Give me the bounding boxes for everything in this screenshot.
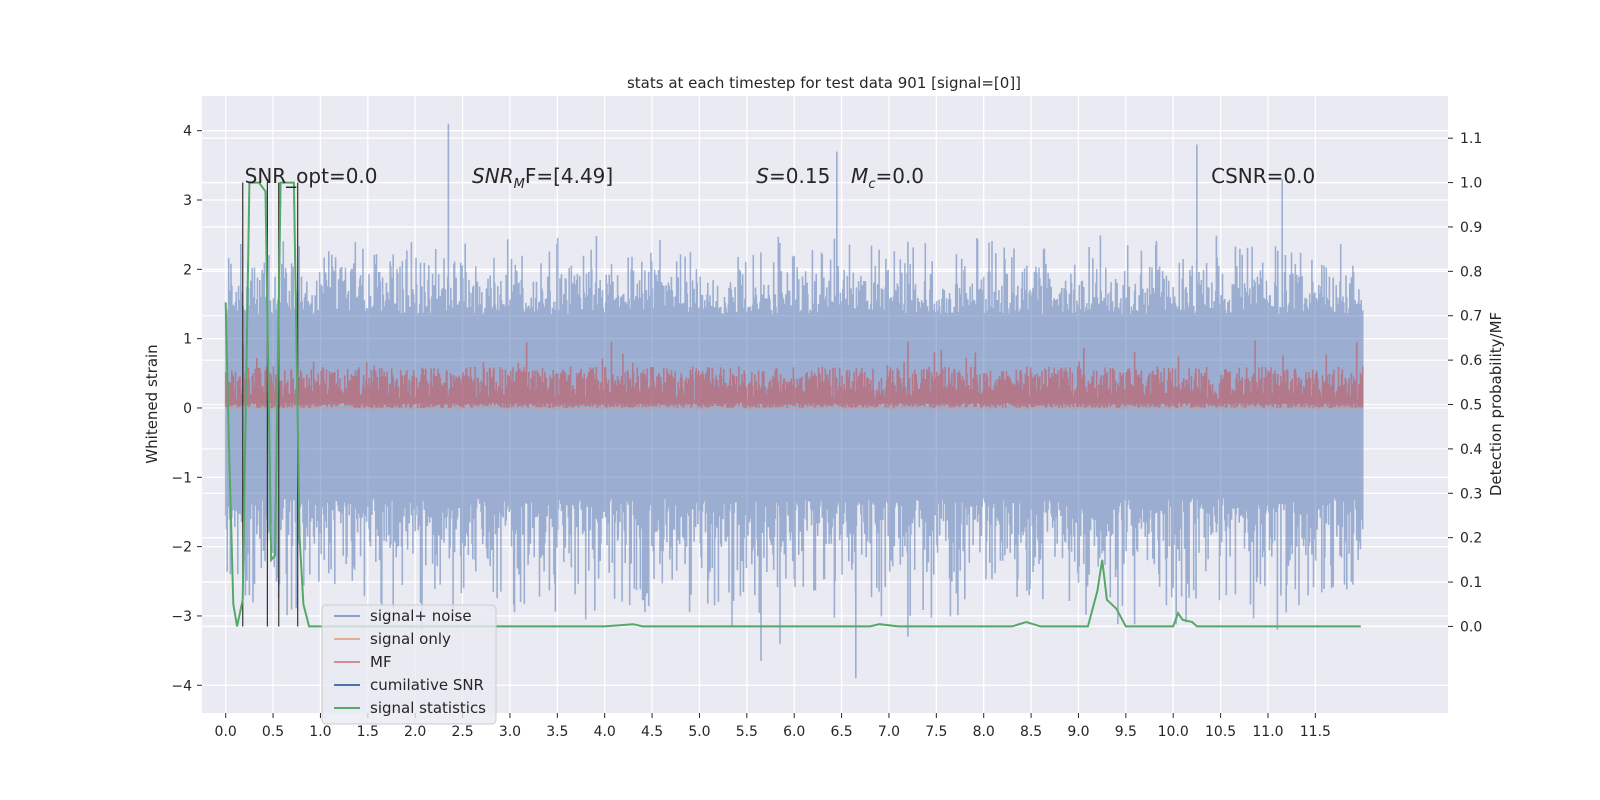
y2-tick-label: 0.1 (1460, 575, 1482, 591)
series-layer (224, 123, 1364, 679)
stat-annotation: S=0.15 (756, 164, 830, 188)
x-tick-label: 5.0 (688, 724, 710, 740)
x-tick-label: 0.0 (215, 724, 237, 740)
x-tick-label: 9.5 (1115, 724, 1137, 740)
y2-tick-label: 0.6 (1460, 353, 1482, 369)
y-tick-label: 3 (183, 193, 192, 209)
y2-tick-label: 0.9 (1460, 220, 1482, 236)
ticks: 0.0 0.5 1.0 1.5 2.0 2.5 3.0 3.5 4.0 4.5 5.0 5.5 6.0 6… (171, 124, 1482, 740)
annotations: SNR_opt=0.0 SNRMF=[4.49] S=0.15 Mc=0.0 CSNR=… (245, 164, 1316, 192)
legend-label: signal+ noise (370, 607, 472, 625)
y-tick-label: 4 (183, 124, 192, 140)
x-tick-label: 7.0 (878, 724, 900, 740)
x-tick-label: 10.0 (1158, 724, 1189, 740)
x-tick-label: 2.0 (404, 724, 426, 740)
x-tick-label: 3.0 (499, 724, 521, 740)
y2-tick-label: 0.5 (1460, 398, 1482, 414)
y2-axis-label: Detection probability/MF (1487, 312, 1505, 496)
stat-annotation: SNRMF=[4.49] (472, 164, 613, 192)
signal-statistics-line (224, 181, 1361, 628)
x-tick-label: 2.5 (451, 724, 473, 740)
x-tick-label: 4.5 (641, 724, 663, 740)
x-tick-label: 10.5 (1205, 724, 1236, 740)
mf-line (224, 340, 1364, 408)
x-tick-label: 6.0 (783, 724, 805, 740)
x-tick-label: 8.0 (973, 724, 995, 740)
x-tick-label: 6.5 (830, 724, 852, 740)
y2-tick-label: 0.2 (1460, 531, 1482, 547)
legend-label: cumilative SNR (370, 676, 484, 694)
x-tick-label: 5.5 (736, 724, 758, 740)
legend-box (321, 604, 497, 725)
x-tick-label: 9.0 (1067, 724, 1089, 740)
y2-tick-label: 0.0 (1460, 619, 1482, 635)
chart-title: stats at each timestep for test data 901… (627, 74, 1021, 92)
y-tick-label: −3 (171, 609, 192, 625)
stat-annotation: Mc=0.0 (851, 164, 924, 192)
y-tick-label: 1 (183, 332, 192, 348)
legend: signal+ noise signal only MF cumilative SNR… (321, 604, 497, 725)
x-tick-label: 1.5 (357, 724, 379, 740)
x-tick-label: 7.5 (925, 724, 947, 740)
y2-tick-label: 1.1 (1460, 131, 1482, 147)
y-tick-label: −1 (171, 470, 192, 486)
y2-tick-label: 0.3 (1460, 486, 1482, 502)
legend-label: signal only (370, 630, 451, 648)
x-tick-label: 3.5 (546, 724, 568, 740)
y-axis-label: Whitened strain (143, 344, 161, 463)
legend-label: MF (370, 653, 392, 671)
stat-annotation: CSNR=0.0 (1211, 164, 1315, 188)
legend-label: signal statistics (370, 699, 486, 717)
y2-tick-label: 1.0 (1460, 176, 1482, 192)
y2-tick-label: 0.4 (1460, 442, 1482, 458)
y-tick-label: −4 (171, 678, 192, 694)
y-tick-label: 0 (183, 401, 192, 417)
x-tick-label: 11.5 (1300, 724, 1331, 740)
y2-tick-label: 0.7 (1460, 309, 1482, 325)
x-tick-label: 1.0 (309, 724, 331, 740)
stat-annotation: SNR_opt=0.0 (245, 164, 378, 188)
x-tick-label: 8.5 (1020, 724, 1042, 740)
y-tick-label: 2 (183, 262, 192, 278)
y-tick-label: −2 (171, 540, 192, 556)
y2-tick-label: 0.8 (1460, 264, 1482, 280)
x-tick-label: 0.5 (262, 724, 284, 740)
x-tick-label: 4.0 (594, 724, 616, 740)
x-tick-label: 11.0 (1252, 724, 1283, 740)
